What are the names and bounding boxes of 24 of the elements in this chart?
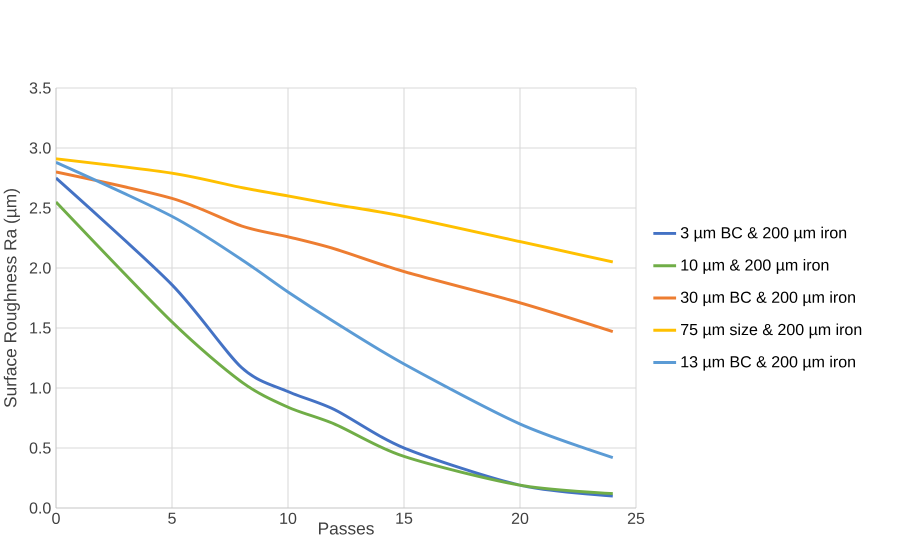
x-tick-label: 0 <box>52 512 60 524</box>
y-tick-label: 1.0 <box>30 382 51 394</box>
x-tick-label: 25 <box>628 512 644 524</box>
x-tick-label: 10 <box>280 512 296 524</box>
legend-label: 10 µm & 200 µm iron <box>681 258 828 274</box>
y-tick-label: 2.0 <box>30 262 51 274</box>
y-tick-label: 2.5 <box>30 202 51 214</box>
y-tick-label: 3.0 <box>30 142 51 154</box>
x-tick-label: 20 <box>512 512 528 524</box>
y-axis-title: Surface Roughness Ra (µm) <box>4 189 20 408</box>
y-tick-label: 1.5 <box>30 322 51 334</box>
y-tick-label: 3.5 <box>30 82 51 94</box>
legend-label: 13 µm BC & 200 µm iron <box>681 356 855 371</box>
line-series <box>56 170 614 334</box>
line-series <box>56 157 614 264</box>
x-axis-title: Passes <box>319 522 374 535</box>
legend-label: 3 µm BC & 200 µm iron <box>680 226 846 242</box>
y-tick-label: 0.5 <box>30 442 51 454</box>
legend-label: 30 µm BC & 200 µm iron <box>680 291 855 306</box>
x-tick-label: 15 <box>396 512 412 524</box>
x-tick-label: 5 <box>168 512 176 524</box>
y-tick-label: 0.0 <box>30 502 51 514</box>
line-series <box>56 160 614 460</box>
legend-label: 75 µm size & 200 µm iron <box>681 323 862 338</box>
